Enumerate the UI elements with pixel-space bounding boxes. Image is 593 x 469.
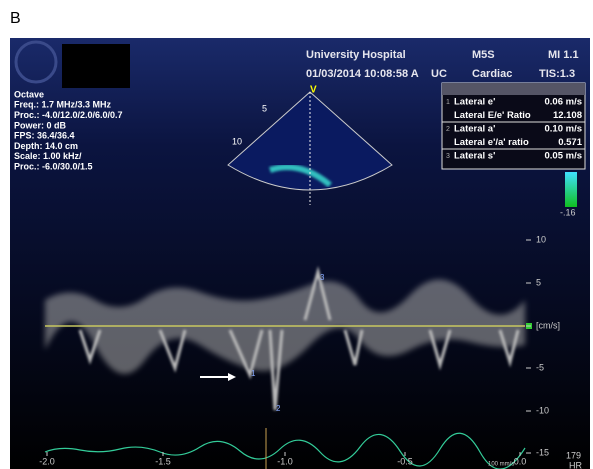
depth-label: 10 <box>232 136 242 146</box>
tick-label: 5 <box>536 277 541 287</box>
row-value: 0.05 m/s <box>545 151 583 162</box>
sweep-speed: 100 mm/s <box>488 462 514 468</box>
row-label: Lateral e' <box>454 97 495 108</box>
parameter: Scale: 1.00 kHz/ <box>14 151 82 161</box>
row-label: Lateral E/e' Ratio <box>454 110 531 121</box>
parameter: Power: 0 dB <box>14 120 67 130</box>
cursor-label: 2 <box>276 404 281 413</box>
tick-label: 10 <box>536 234 546 244</box>
tis: TIS:1.3 <box>539 68 575 80</box>
tick-label: [cm/s] <box>536 320 560 330</box>
parameter: Octave <box>14 89 44 99</box>
redaction <box>62 44 130 88</box>
tick-label: -1.0 <box>277 456 293 466</box>
tick-label: -1.5 <box>155 456 171 466</box>
preset: Cardiac <box>472 68 512 80</box>
row-index: 1 <box>446 99 450 106</box>
tick-label: -2.0 <box>39 456 55 466</box>
row-value: 0.06 m/s <box>545 97 583 108</box>
row-index: 2 <box>446 126 450 133</box>
mode: UC <box>431 68 447 80</box>
cursor-label: 1 <box>251 369 256 378</box>
heart-rate-label: HR <box>569 460 582 469</box>
parameter: Depth: 14.0 cm <box>14 141 78 151</box>
row-label: Lateral a' <box>454 124 495 135</box>
row-value: 0.10 m/s <box>545 124 583 135</box>
screen: B University Hospital M5S MI 1.1 01/03/2… <box>0 0 593 469</box>
row-value: 0.571 <box>558 137 582 148</box>
panel-label: B <box>10 10 21 27</box>
row-value: 12.108 <box>553 110 582 121</box>
row-label: Lateral s' <box>454 151 495 162</box>
hospital: University Hospital <box>306 49 406 61</box>
parameter: Freq.: 1.7 MHz/3.3 MHz <box>14 100 112 110</box>
probe: M5S <box>472 49 495 61</box>
parameter: Proc.: -4.0/12.0/2.0/6.0/0.7 <box>14 110 123 120</box>
color-bar <box>565 172 577 207</box>
mi: MI 1.1 <box>548 49 579 61</box>
row-label: Lateral e'/a' ratio <box>454 137 529 148</box>
tick-label: -15 <box>536 447 549 457</box>
row-index: 3 <box>446 153 450 160</box>
parameter: Proc.: -6.0/30.0/1.5 <box>14 161 93 171</box>
color-bar-label: -.16 <box>560 207 576 217</box>
parameter: FPS: 36.4/36.4 <box>14 131 75 141</box>
measurement-header <box>442 83 585 95</box>
tick-label: -10 <box>536 405 549 415</box>
tick-label: -5 <box>536 362 544 372</box>
tick-label: 0.0 <box>514 456 527 466</box>
sector-marker: V <box>310 85 317 96</box>
datetime: 01/03/2014 10:08:58 A <box>306 68 419 80</box>
depth-label: 5 <box>262 103 267 113</box>
cursor-label: 3 <box>320 273 325 282</box>
heart-rate: 179 <box>566 450 581 460</box>
tick-label: -0.5 <box>397 456 413 466</box>
